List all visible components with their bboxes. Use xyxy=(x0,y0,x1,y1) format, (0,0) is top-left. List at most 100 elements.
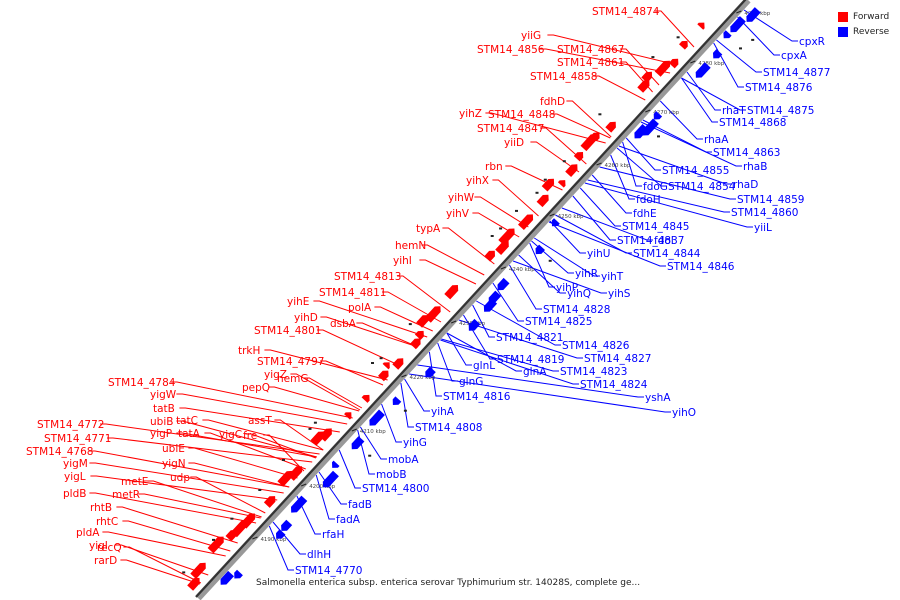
gene-glyph[interactable] xyxy=(416,315,429,328)
gene-glyph[interactable] xyxy=(730,16,746,33)
gene-label-stm14-4867[interactable]: STM14_4867 xyxy=(557,44,624,56)
gene-label-rbn[interactable]: rbn xyxy=(485,161,503,173)
gene-glyph[interactable] xyxy=(679,40,688,50)
gene-glyph[interactable] xyxy=(713,49,723,59)
gene-label-recq[interactable]: recQ xyxy=(97,542,122,554)
gene-label-yihq[interactable]: yihQ xyxy=(567,288,591,300)
gene-glyph[interactable] xyxy=(668,58,679,69)
gene-label-dsba[interactable]: dsbA xyxy=(330,318,357,330)
gene-label-yihv[interactable]: yihV xyxy=(446,208,470,220)
gene-label-stm14-4826[interactable]: STM14_4826 xyxy=(562,340,630,352)
gene-label-rhat[interactable]: rhaT xyxy=(722,105,746,117)
gene-label-stm14-4877[interactable]: STM14_4877 xyxy=(763,67,830,79)
gene-label-yihz[interactable]: yihZ xyxy=(459,108,482,120)
gene-glyph[interactable] xyxy=(410,338,421,350)
gene-label-stm14-4772[interactable]: STM14_4772 xyxy=(37,419,104,431)
gene-label-stm14-4813[interactable]: STM14_4813 xyxy=(334,271,401,283)
gene-label-rhtb[interactable]: rhtB xyxy=(90,502,112,514)
gene-glyph[interactable] xyxy=(654,60,671,77)
gene-label-glng[interactable]: glnG xyxy=(459,376,483,388)
gene-label-yigi[interactable]: yigI xyxy=(89,540,108,552)
gene-glyph[interactable] xyxy=(497,277,510,291)
gene-label-yigc[interactable]: yigC xyxy=(219,429,242,441)
gene-label-ubib[interactable]: ubiB xyxy=(150,416,173,428)
gene-label-stm14-4797[interactable]: STM14_4797 xyxy=(257,356,324,368)
gene-label-stm14-4811[interactable]: STM14_4811 xyxy=(319,287,386,299)
gene-label-mobb[interactable]: mobB xyxy=(376,469,407,481)
gene-label-ysha[interactable]: yshA xyxy=(645,392,671,404)
gene-glyph[interactable] xyxy=(414,330,424,340)
gene-label-rhab[interactable]: rhaB xyxy=(743,161,767,173)
gene-glyph[interactable] xyxy=(746,7,761,22)
gene-glyph[interactable] xyxy=(392,396,402,405)
gene-label-cpxr[interactable]: cpxR xyxy=(799,36,825,48)
gene-label-stm14-4768[interactable]: STM14_4768 xyxy=(26,446,93,458)
gene-label-stm14-4837[interactable]: STM14_4837 xyxy=(617,235,684,247)
gene-label-stm14-4848[interactable]: STM14_4848 xyxy=(488,109,555,121)
gene-glyph[interactable] xyxy=(361,394,370,403)
gene-label-stm14-4801[interactable]: STM14_4801 xyxy=(254,325,321,337)
gene-label-fada[interactable]: fadA xyxy=(336,514,361,526)
gene-label-stm14-4860[interactable]: STM14_4860 xyxy=(731,207,798,219)
gene-glyph[interactable] xyxy=(580,134,597,152)
gene-label-tatb[interactable]: tatB xyxy=(153,403,175,415)
legend-forward[interactable]: Forward xyxy=(838,9,889,24)
gene-label-rhtc[interactable]: rhtC xyxy=(96,516,118,528)
gene-label-yihr[interactable]: yihR xyxy=(575,268,598,280)
gene-glyph[interactable] xyxy=(281,519,293,531)
gene-glyph[interactable] xyxy=(187,577,200,591)
gene-label-ubie[interactable]: ubiE xyxy=(162,443,185,455)
gene-label-yigz[interactable]: yigZ xyxy=(264,369,287,381)
gene-label-yigl[interactable]: yigL xyxy=(64,471,86,483)
gene-glyph[interactable] xyxy=(495,240,509,255)
gene-label-stm14-4847[interactable]: STM14_4847 xyxy=(477,123,544,135)
gene-label-yihp[interactable]: yihP xyxy=(556,282,578,294)
gene-label-yihd[interactable]: yihD xyxy=(294,312,318,324)
gene-glyph[interactable] xyxy=(484,250,495,262)
gene-label-stm14-4859[interactable]: STM14_4859 xyxy=(737,194,804,206)
gene-glyph[interactable] xyxy=(319,428,332,442)
gene-label-rhad[interactable]: rhaD xyxy=(733,179,758,191)
gene-label-hemg[interactable]: hemG xyxy=(277,373,308,385)
gene-label-stm14-4844[interactable]: STM14_4844 xyxy=(633,248,701,260)
gene-glyph[interactable] xyxy=(276,529,286,539)
gene-label-stm14-4855[interactable]: STM14_4855 xyxy=(662,165,729,177)
gene-label-yign[interactable]: yigN xyxy=(162,458,186,470)
gene-label-fdoh[interactable]: fdoH xyxy=(636,194,661,206)
gene-glyph[interactable] xyxy=(263,496,276,508)
gene-glyph[interactable] xyxy=(220,570,235,585)
gene-label-yiht[interactable]: yihT xyxy=(601,271,624,283)
gene-label-typa[interactable]: typA xyxy=(416,223,441,235)
gene-glyph[interactable] xyxy=(723,30,732,39)
gene-label-stm14-4846[interactable]: STM14_4846 xyxy=(667,261,735,273)
gene-glyph[interactable] xyxy=(697,22,705,30)
gene-label-rard[interactable]: rarD xyxy=(94,555,117,567)
gene-glyph[interactable] xyxy=(642,118,659,136)
gene-label-metr[interactable]: metR xyxy=(112,489,140,501)
gene-label-stm14-4823[interactable]: STM14_4823 xyxy=(560,366,627,378)
gene-label-yihx[interactable]: yihX xyxy=(466,175,489,187)
gene-glyph[interactable] xyxy=(322,470,339,488)
legend-reverse[interactable]: Reverse xyxy=(838,24,889,39)
gene-label-pldb[interactable]: pldB xyxy=(63,488,86,500)
gene-label-stm14-4825[interactable]: STM14_4825 xyxy=(525,316,592,328)
gene-glyph[interactable] xyxy=(653,111,663,120)
gene-label-yiho[interactable]: yihO xyxy=(672,407,696,419)
gene-label-stm14-4876[interactable]: STM14_4876 xyxy=(745,82,813,94)
gene-glyph[interactable] xyxy=(468,318,481,331)
gene-glyph[interactable] xyxy=(351,436,365,450)
gene-label-stm14-4808[interactable]: STM14_4808 xyxy=(415,422,482,434)
gene-glyph[interactable] xyxy=(591,132,600,141)
gene-label-yihw[interactable]: yihW xyxy=(448,192,475,204)
gene-label-stm14-4858[interactable]: STM14_4858 xyxy=(530,71,597,83)
gene-label-tata[interactable]: tatA xyxy=(178,428,201,440)
gene-glyph[interactable] xyxy=(641,71,653,83)
gene-label-mete[interactable]: metE xyxy=(121,476,148,488)
gene-label-fdhd[interactable]: fdhD xyxy=(540,96,565,108)
gene-label-stm14-4863[interactable]: STM14_4863 xyxy=(713,147,780,159)
gene-glyph[interactable] xyxy=(382,362,390,370)
gene-glyph[interactable] xyxy=(378,370,389,382)
gene-label-yigw[interactable]: yigW xyxy=(150,389,177,401)
gene-glyph[interactable] xyxy=(637,80,650,93)
gene-glyph[interactable] xyxy=(344,412,352,420)
